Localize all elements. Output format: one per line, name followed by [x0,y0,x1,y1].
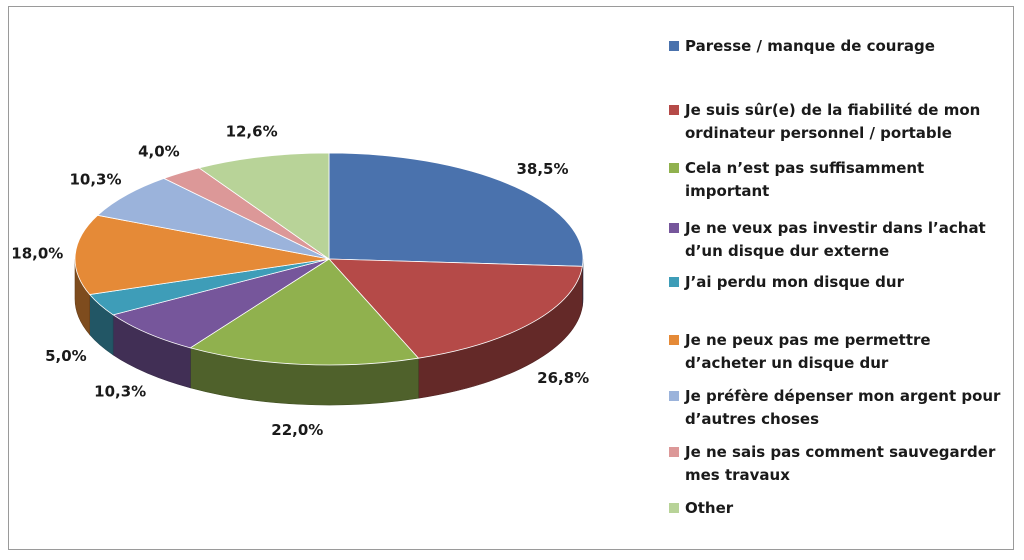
legend-swatch [669,163,679,173]
data-label: 10,3% [69,171,121,189]
legend-item: Je ne sais pas comment sauvegarder mes t… [669,441,1003,487]
legend-item: Other [669,497,1003,520]
data-label: 18,0% [11,245,63,263]
data-label: 12,6% [226,123,278,141]
legend-item: Paresse / manque de courage [669,35,1003,58]
legend-item: Je préfère dépenser mon argent pour d’au… [669,385,1003,431]
legend-label: Cela n’est pas suffisamment important [685,159,925,200]
legend-swatch [669,447,679,457]
pie-slice [328,152,584,267]
legend-item: Je ne peux pas me permettre d’acheter un… [669,329,1003,375]
legend-label: Je préfère dépenser mon argent pour d’au… [685,387,1001,428]
pie-slice [112,258,330,349]
data-label: 4,0% [138,143,180,161]
pie-slice [198,152,330,260]
legend-item: Je ne veux pas investir dans l’achat d’u… [669,217,1003,263]
legend-item: J’ai perdu mon disque dur [669,271,1003,294]
legend-label: Paresse / manque de courage [685,37,935,55]
data-label: 10,3% [94,382,146,400]
legend-swatch [669,391,679,401]
legend-label: Je ne peux pas me permettre d’acheter un… [685,331,931,372]
legend-swatch [669,223,679,233]
legend-swatch [669,105,679,115]
chart-frame: 38,5% 26,8% 22,0% 10,3% 5,0% 18,0% 10,3% 4,0% 12… [8,6,1014,550]
data-label: 38,5% [516,160,568,178]
pie-slice [189,258,420,366]
legend-swatch [669,503,679,513]
legend-label: J’ai perdu mon disque dur [685,273,904,291]
pie-slice [96,177,330,260]
legend-swatch [669,41,679,51]
data-label: 26,8% [537,369,589,387]
pie-chart: 38,5% 26,8% 22,0% 10,3% 5,0% 18,0% 10,3% 4,0% 12… [11,123,589,440]
data-labels: 38,5% 26,8% 22,0% 10,3% 5,0% 18,0% 10,3% 4,0% 12… [11,123,589,440]
pie-slice [328,258,583,359]
legend-label: Other [685,499,734,517]
legend-swatch [669,335,679,345]
legend-swatch [669,277,679,287]
pie-slice [74,214,330,295]
data-label: 22,0% [271,421,323,439]
legend-label: Je suis sûr(e) de la fiabilité de mon or… [685,101,981,142]
pie-tops [74,152,584,366]
legend-item: Je suis sûr(e) de la fiabilité de mon or… [669,99,1003,145]
legend-item: Cela n’est pas suffisamment important [669,157,1003,203]
legend-label: Je ne veux pas investir dans l’achat d’u… [685,219,986,260]
legend-label: Je ne sais pas comment sauvegarder mes t… [685,443,996,484]
data-label: 5,0% [45,347,87,365]
